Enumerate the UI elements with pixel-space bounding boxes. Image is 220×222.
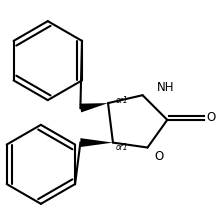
Text: or1: or1 bbox=[116, 96, 128, 105]
Text: NH: NH bbox=[156, 81, 174, 94]
Text: O: O bbox=[207, 111, 216, 124]
Text: or1: or1 bbox=[116, 143, 128, 152]
Polygon shape bbox=[80, 103, 108, 112]
Polygon shape bbox=[80, 138, 113, 147]
Text: O: O bbox=[154, 150, 164, 163]
